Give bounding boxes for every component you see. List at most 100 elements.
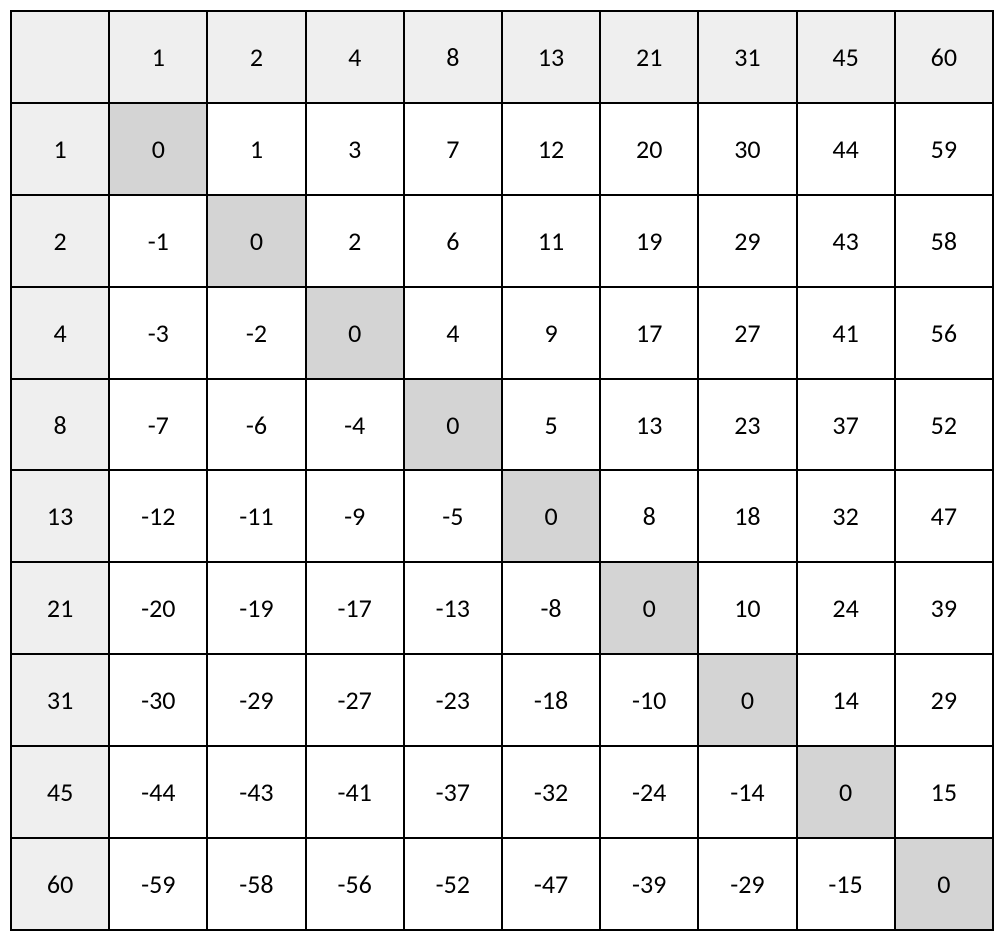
data-cell: 13 bbox=[600, 379, 698, 471]
data-cell: 30 bbox=[698, 103, 796, 195]
data-cell: 47 bbox=[895, 470, 993, 562]
data-cell: -17 bbox=[306, 562, 404, 654]
row-header: 60 bbox=[11, 838, 109, 930]
data-cell: -2 bbox=[207, 287, 305, 379]
table-body: 1 2 4 8 13 21 31 45 60 1 0 1 3 7 12 20 3… bbox=[11, 11, 993, 930]
data-cell: 15 bbox=[895, 746, 993, 838]
data-cell: 59 bbox=[895, 103, 993, 195]
data-cell: 56 bbox=[895, 287, 993, 379]
data-cell: 37 bbox=[797, 379, 895, 471]
data-cell: 44 bbox=[797, 103, 895, 195]
corner-cell bbox=[11, 11, 109, 103]
data-cell: 27 bbox=[698, 287, 796, 379]
data-cell: 14 bbox=[797, 654, 895, 746]
data-cell: 41 bbox=[797, 287, 895, 379]
data-cell: -1 bbox=[109, 195, 207, 287]
row-header: 1 bbox=[11, 103, 109, 195]
data-cell: 0 bbox=[502, 470, 600, 562]
col-header: 13 bbox=[502, 11, 600, 103]
data-cell: -10 bbox=[600, 654, 698, 746]
data-cell: -23 bbox=[404, 654, 502, 746]
col-header: 8 bbox=[404, 11, 502, 103]
data-cell: -29 bbox=[207, 654, 305, 746]
data-cell: -41 bbox=[306, 746, 404, 838]
data-cell: -56 bbox=[306, 838, 404, 930]
table-header-row: 1 2 4 8 13 21 31 45 60 bbox=[11, 11, 993, 103]
data-cell: -6 bbox=[207, 379, 305, 471]
data-cell: -58 bbox=[207, 838, 305, 930]
col-header: 2 bbox=[207, 11, 305, 103]
col-header: 45 bbox=[797, 11, 895, 103]
data-cell: 17 bbox=[600, 287, 698, 379]
data-cell: 43 bbox=[797, 195, 895, 287]
table-row: 2 -1 0 2 6 11 19 29 43 58 bbox=[11, 195, 993, 287]
col-header: 60 bbox=[895, 11, 993, 103]
difference-matrix-table: 1 2 4 8 13 21 31 45 60 1 0 1 3 7 12 20 3… bbox=[10, 10, 994, 931]
data-cell: 58 bbox=[895, 195, 993, 287]
table-row: 31 -30 -29 -27 -23 -18 -10 0 14 29 bbox=[11, 654, 993, 746]
data-cell: -5 bbox=[404, 470, 502, 562]
table-row: 8 -7 -6 -4 0 5 13 23 37 52 bbox=[11, 379, 993, 471]
table-row: 1 0 1 3 7 12 20 30 44 59 bbox=[11, 103, 993, 195]
data-cell: -4 bbox=[306, 379, 404, 471]
data-cell: 39 bbox=[895, 562, 993, 654]
data-cell: 10 bbox=[698, 562, 796, 654]
row-header: 2 bbox=[11, 195, 109, 287]
data-cell: 0 bbox=[797, 746, 895, 838]
data-cell: 0 bbox=[698, 654, 796, 746]
data-cell: 11 bbox=[502, 195, 600, 287]
data-cell: -9 bbox=[306, 470, 404, 562]
data-cell: -43 bbox=[207, 746, 305, 838]
data-cell: 12 bbox=[502, 103, 600, 195]
table-container: 1 2 4 8 13 21 31 45 60 1 0 1 3 7 12 20 3… bbox=[0, 0, 1000, 941]
data-cell: -29 bbox=[698, 838, 796, 930]
data-cell: -12 bbox=[109, 470, 207, 562]
data-cell: -37 bbox=[404, 746, 502, 838]
row-header: 21 bbox=[11, 562, 109, 654]
data-cell: 18 bbox=[698, 470, 796, 562]
data-cell: 9 bbox=[502, 287, 600, 379]
data-cell: -8 bbox=[502, 562, 600, 654]
data-cell: 4 bbox=[404, 287, 502, 379]
data-cell: 23 bbox=[698, 379, 796, 471]
data-cell: 0 bbox=[207, 195, 305, 287]
data-cell: -32 bbox=[502, 746, 600, 838]
row-header: 45 bbox=[11, 746, 109, 838]
data-cell: -24 bbox=[600, 746, 698, 838]
data-cell: 0 bbox=[600, 562, 698, 654]
data-cell: -15 bbox=[797, 838, 895, 930]
data-cell: -30 bbox=[109, 654, 207, 746]
col-header: 4 bbox=[306, 11, 404, 103]
data-cell: -44 bbox=[109, 746, 207, 838]
data-cell: -27 bbox=[306, 654, 404, 746]
data-cell: 7 bbox=[404, 103, 502, 195]
data-cell: 5 bbox=[502, 379, 600, 471]
data-cell: -11 bbox=[207, 470, 305, 562]
table-row: 13 -12 -11 -9 -5 0 8 18 32 47 bbox=[11, 470, 993, 562]
data-cell: -19 bbox=[207, 562, 305, 654]
data-cell: 52 bbox=[895, 379, 993, 471]
table-row: 60 -59 -58 -56 -52 -47 -39 -29 -15 0 bbox=[11, 838, 993, 930]
data-cell: -59 bbox=[109, 838, 207, 930]
data-cell: 24 bbox=[797, 562, 895, 654]
data-cell: -52 bbox=[404, 838, 502, 930]
row-header: 31 bbox=[11, 654, 109, 746]
data-cell: 3 bbox=[306, 103, 404, 195]
row-header: 13 bbox=[11, 470, 109, 562]
data-cell: 1 bbox=[207, 103, 305, 195]
col-header: 31 bbox=[698, 11, 796, 103]
data-cell: 0 bbox=[109, 103, 207, 195]
data-cell: 0 bbox=[895, 838, 993, 930]
data-cell: 19 bbox=[600, 195, 698, 287]
table-row: 4 -3 -2 0 4 9 17 27 41 56 bbox=[11, 287, 993, 379]
data-cell: -3 bbox=[109, 287, 207, 379]
data-cell: -7 bbox=[109, 379, 207, 471]
data-cell: 29 bbox=[698, 195, 796, 287]
table-row: 45 -44 -43 -41 -37 -32 -24 -14 0 15 bbox=[11, 746, 993, 838]
data-cell: 29 bbox=[895, 654, 993, 746]
col-header: 1 bbox=[109, 11, 207, 103]
data-cell: 8 bbox=[600, 470, 698, 562]
data-cell: 32 bbox=[797, 470, 895, 562]
data-cell: 2 bbox=[306, 195, 404, 287]
data-cell: -13 bbox=[404, 562, 502, 654]
